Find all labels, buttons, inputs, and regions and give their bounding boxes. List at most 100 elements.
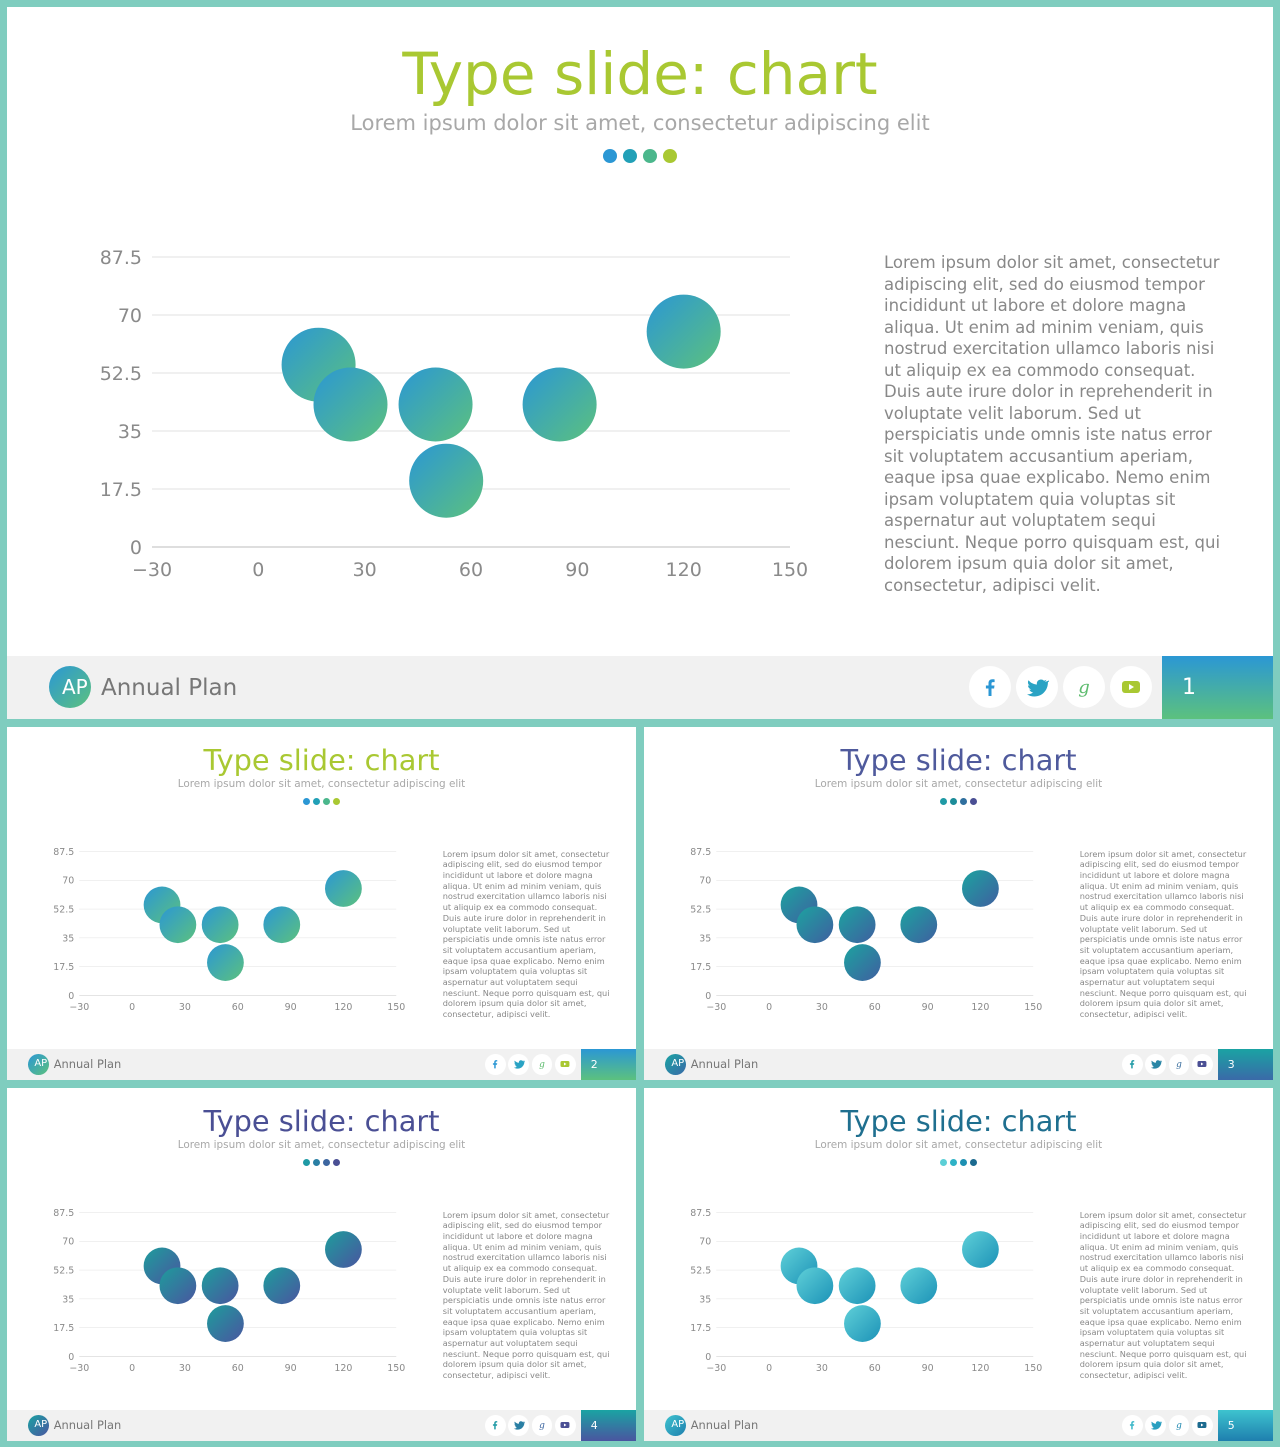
twitter-icon — [1027, 679, 1049, 697]
y-tick-label: 35 — [699, 933, 711, 944]
slide-footer: AP Annual Plan g 3 — [644, 1048, 1273, 1080]
google-button[interactable]: g — [1168, 1414, 1190, 1436]
title-dot — [969, 797, 977, 805]
brand-name: Annual Plan — [53, 1056, 122, 1071]
twitter-button[interactable] — [1145, 1414, 1167, 1436]
x-tick-label: 90 — [921, 1363, 933, 1374]
youtube-button[interactable] — [1191, 1053, 1213, 1075]
svg-text:g: g — [539, 1421, 545, 1431]
twitter-button[interactable] — [1145, 1053, 1167, 1075]
facebook-icon — [493, 1421, 498, 1430]
logo-icon: AP — [664, 1414, 686, 1436]
bubble-point — [796, 1267, 834, 1304]
facebook-button[interactable] — [1121, 1053, 1143, 1075]
bubble-point — [201, 906, 239, 943]
slide-4: Type slide: chart Lorem ipsum dolor sit … — [7, 1088, 636, 1441]
y-tick-label: 17.5 — [690, 962, 711, 973]
bubble-point — [900, 1267, 937, 1304]
y-tick-label: 52.5 — [53, 904, 74, 915]
title-dot — [940, 1158, 948, 1166]
slide-footer: AP Annual Plan g 5 — [644, 1409, 1273, 1441]
google-button[interactable]: g — [1063, 666, 1105, 708]
title-dots — [644, 1158, 1273, 1166]
body-text: Lorem ipsum dolor sit amet, consectetur … — [1079, 1209, 1247, 1381]
social-icons: g — [1121, 1414, 1215, 1436]
page-number: 1 — [1162, 656, 1273, 719]
y-tick-label: 0 — [705, 991, 711, 1002]
x-tick-label: 90 — [921, 1002, 933, 1013]
svg-text:g: g — [1176, 1060, 1182, 1070]
social-icons: g — [484, 1053, 578, 1075]
google-icon: g — [1176, 1060, 1182, 1070]
x-tick-label: 60 — [869, 1002, 881, 1013]
bubble-point — [900, 906, 937, 943]
google-button[interactable]: g — [531, 1414, 553, 1436]
facebook-button[interactable] — [484, 1414, 506, 1436]
y-tick-label: 87.5 — [690, 847, 711, 858]
slide-subtitle: Lorem ipsum dolor sit amet, consectetur … — [177, 1138, 466, 1151]
bubble-point — [263, 906, 300, 943]
x-tick-label: 60 — [869, 1363, 881, 1374]
bubble-point — [961, 1230, 999, 1268]
twitter-button[interactable] — [508, 1053, 530, 1075]
title-dot — [950, 797, 958, 805]
y-tick-label: 35 — [62, 1294, 74, 1305]
slide-footer: AP Annual Plan g 1 — [7, 656, 1273, 719]
svg-text:g: g — [539, 1060, 545, 1070]
facebook-icon — [493, 1060, 498, 1069]
facebook-button[interactable] — [484, 1053, 506, 1075]
youtube-button[interactable] — [1191, 1414, 1213, 1436]
title-dot — [332, 1158, 340, 1166]
title-dot — [322, 797, 330, 805]
facebook-icon — [1130, 1421, 1135, 1430]
twitter-icon — [513, 1421, 525, 1430]
bubble-point — [206, 943, 244, 981]
twitter-button[interactable] — [508, 1414, 530, 1436]
brand-name: Annual Plan — [690, 1417, 759, 1432]
y-tick-label: 52.5 — [690, 1265, 711, 1276]
y-tick-label: 0 — [68, 991, 74, 1002]
logo-icon: AP — [664, 1053, 686, 1075]
y-tick-label: 52.5 — [100, 363, 142, 385]
x-tick-label: −30 — [706, 1363, 726, 1374]
youtube-button[interactable] — [554, 1053, 576, 1075]
bubble-point — [843, 1304, 881, 1342]
bubble-point — [313, 367, 388, 442]
facebook-button[interactable] — [1121, 1414, 1143, 1436]
title-dot — [303, 797, 311, 805]
body-text: Lorem ipsum dolor sit amet, consectetur … — [1079, 848, 1247, 1020]
y-tick-label: 87.5 — [53, 847, 74, 858]
youtube-icon — [1197, 1422, 1207, 1429]
title-dots — [7, 1158, 636, 1166]
google-button[interactable]: g — [1168, 1053, 1190, 1075]
x-tick-label: 120 — [666, 559, 702, 581]
bubble-point — [796, 906, 834, 943]
google-button[interactable]: g — [531, 1053, 553, 1075]
logo-icon: AP — [49, 666, 91, 708]
facebook-button[interactable] — [969, 666, 1011, 708]
y-tick-label: 17.5 — [100, 479, 142, 501]
x-tick-label: −30 — [706, 1002, 726, 1013]
page-number: 2 — [580, 1048, 636, 1080]
title-dot — [969, 1158, 977, 1166]
google-icon: g — [1176, 1421, 1182, 1431]
twitter-button[interactable] — [1016, 666, 1058, 708]
logo-initials: AP — [34, 1057, 48, 1069]
title-dot — [322, 1158, 330, 1166]
bubble-point — [522, 367, 597, 442]
twitter-icon — [1150, 1421, 1162, 1430]
brand-name: Annual Plan — [690, 1056, 759, 1071]
x-tick-label: 30 — [816, 1002, 828, 1013]
title-dot — [313, 797, 321, 805]
youtube-button[interactable] — [1110, 666, 1152, 708]
x-tick-label: 90 — [565, 559, 589, 581]
y-tick-label: 0 — [705, 1352, 711, 1363]
slide-subtitle: Lorem ipsum dolor sit amet, consectetur … — [814, 777, 1103, 790]
y-tick-label: 35 — [62, 933, 74, 944]
youtube-button[interactable] — [554, 1414, 576, 1436]
y-tick-label: 17.5 — [53, 962, 74, 973]
title-dot — [303, 1158, 311, 1166]
bubble-point — [324, 1230, 362, 1268]
x-tick-label: 90 — [284, 1363, 296, 1374]
y-tick-label: 17.5 — [690, 1323, 711, 1334]
